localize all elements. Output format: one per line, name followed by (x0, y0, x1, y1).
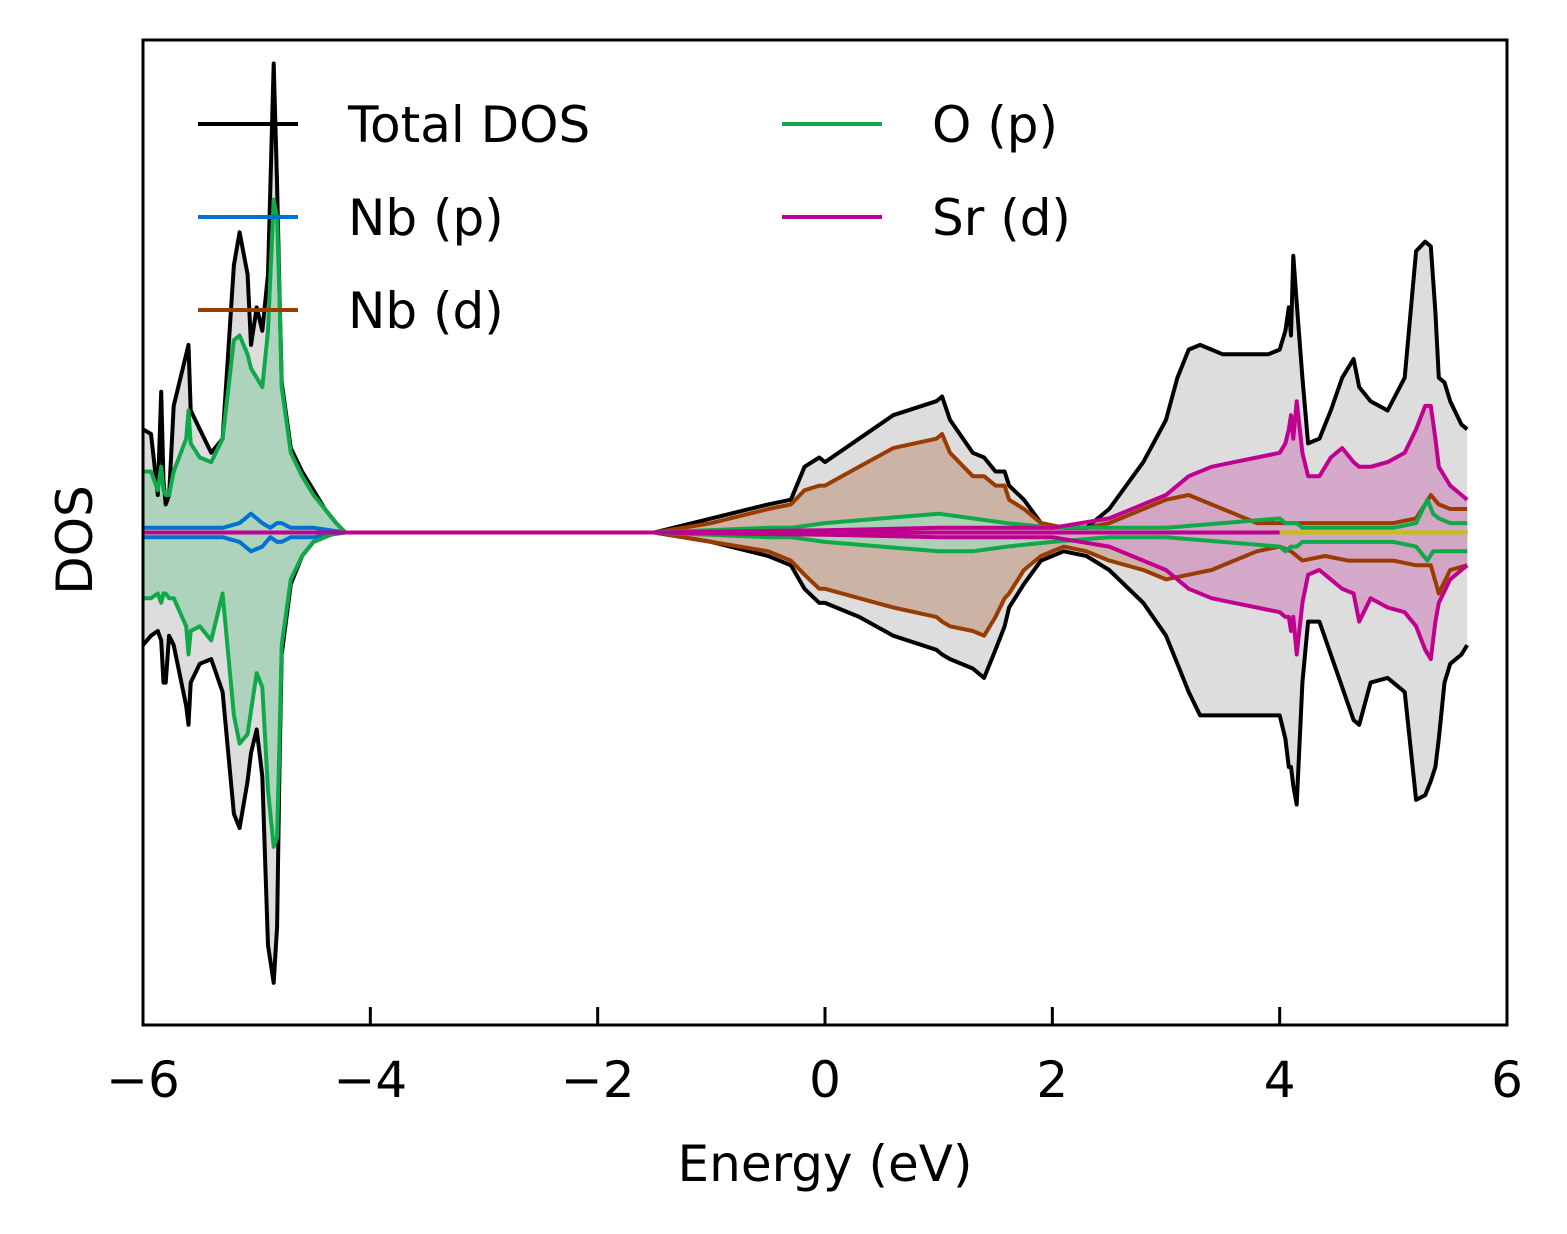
nb-p-legend-label: Nb (p) (348, 189, 504, 247)
sr-d-fill-up (143, 401, 1468, 533)
sr-d-line-up (143, 399, 1469, 535)
legend: Total DOS Nb (p) Nb (d) O (p) Sr (d) (198, 96, 1071, 340)
o-p-line-down (143, 530, 1468, 849)
dos-lines (143, 61, 1469, 985)
sr-d-line-down (143, 530, 1469, 662)
y-axis-label: DOS (46, 485, 104, 595)
total-dos-line-up (143, 61, 1469, 535)
x-axis-label: Energy (eV) (678, 1135, 973, 1193)
nb-d-legend-label: Nb (d) (348, 282, 504, 340)
x-axis: −6 −4 −2 0 2 4 6 (106, 1007, 1523, 1109)
total-dos-legend-label: Total DOS (347, 96, 590, 154)
x-tick-label: 0 (809, 1051, 841, 1109)
sr-d-fill-down (143, 532, 1468, 660)
x-tick-label: 2 (1036, 1051, 1068, 1109)
o-p-legend-label: O (p) (932, 96, 1058, 154)
o-p-line-up (143, 197, 1468, 535)
o-p-fill-up (143, 199, 1468, 533)
nb-d-fill-up (143, 434, 1468, 533)
o-p-fill-down (143, 532, 1468, 847)
nb-p-line-up (143, 511, 1468, 535)
nb-d-line-down (143, 530, 1468, 638)
x-tick-label: −4 (333, 1051, 407, 1109)
sr-d-legend-label: Sr (d) (932, 189, 1071, 247)
x-tick-label: −6 (106, 1051, 180, 1109)
total-dos-line-down (143, 530, 1469, 985)
x-tick-label: 6 (1491, 1051, 1523, 1109)
x-tick-label: −2 (561, 1051, 635, 1109)
x-tick-label: 4 (1264, 1051, 1296, 1109)
nb-p-line-down (143, 530, 1468, 554)
